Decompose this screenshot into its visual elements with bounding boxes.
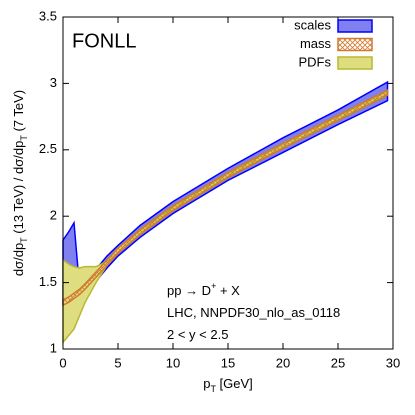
annotation: 2 < y < 2.5: [167, 327, 228, 342]
y-axis-label: dσ/dpT (13 TeV) / dσ/dpT (7 TeV): [11, 90, 29, 276]
legend-label: mass: [300, 36, 332, 51]
x-axis-label: pT [GeV]: [203, 376, 253, 394]
band: [62, 88, 389, 307]
y-tick-label: 1.5: [39, 274, 57, 289]
legend-label: PDFs: [299, 54, 332, 69]
x-axis-label-part: [GeV]: [216, 376, 253, 391]
annotation: LHC, NNPDF30_nlo_as_0118: [167, 305, 340, 320]
y-tick-label: 3.5: [39, 8, 57, 23]
x-tick-label: 0: [59, 355, 66, 370]
y-axis-label-part: dσ/dp: [11, 243, 26, 276]
legend-swatch: [337, 37, 373, 52]
annotation-part: + X: [216, 283, 240, 298]
annotation-part: +: [211, 281, 216, 291]
y-tick-label: 2.5: [39, 141, 57, 156]
y-tick-label: 3: [50, 75, 57, 90]
y-axis-label-part: T: [19, 135, 29, 141]
x-tick-label: 15: [221, 355, 235, 370]
x-axis-label-part: T: [210, 384, 216, 394]
y-tick-label: 1: [50, 340, 57, 355]
x-tick-label: 5: [114, 355, 121, 370]
annotation-part: 2 < y < 2.5: [167, 327, 228, 342]
y-axis-label-part: (13 TeV) / dσ/dp: [11, 141, 26, 238]
y-axis-label-part: T: [19, 237, 29, 243]
x-tick-label: 20: [276, 355, 290, 370]
y-axis-label-part: (7 TeV): [11, 90, 26, 135]
annotation-part: pp → D: [167, 283, 211, 298]
legend-swatch: [337, 19, 373, 33]
legend-label: scales: [294, 17, 331, 32]
annotation-part: LHC, NNPDF30_nlo_as_0118: [167, 305, 340, 320]
chart-title: FONLL: [72, 30, 136, 52]
y-tick-label: 2: [50, 208, 57, 223]
annotation: pp → D+ + X: [167, 281, 240, 298]
x-tick-label: 30: [386, 355, 400, 370]
x-tick-label: 10: [166, 355, 180, 370]
x-tick-label: 25: [331, 355, 345, 370]
x-axis-label-part: p: [203, 376, 210, 391]
legend-swatch: [337, 56, 373, 70]
